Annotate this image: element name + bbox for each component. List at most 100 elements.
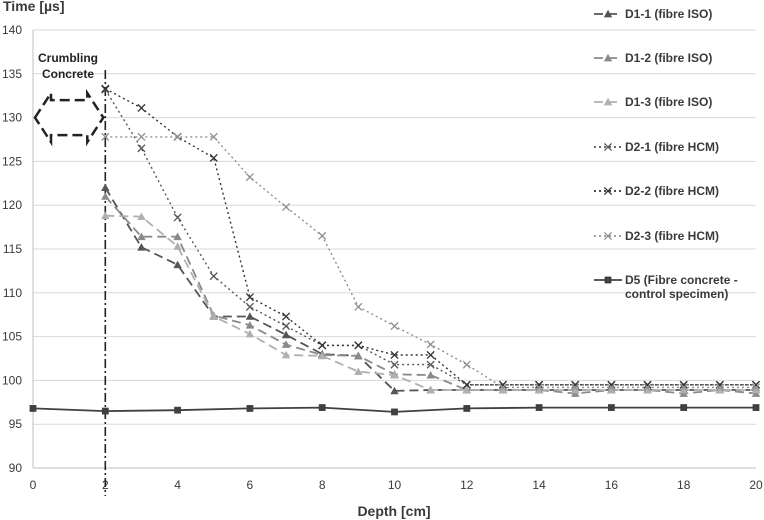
gridlines xyxy=(33,29,756,469)
x-marker xyxy=(245,302,254,311)
x-marker xyxy=(245,293,254,302)
triangle-marker xyxy=(101,192,110,200)
y-tick-label: 90 xyxy=(9,461,23,475)
triangle-marker xyxy=(354,367,363,375)
x-marker xyxy=(426,340,435,349)
triangle-marker xyxy=(281,340,291,348)
square-marker xyxy=(174,406,181,414)
legend-item-2: D1-3 (fibre ISO) xyxy=(594,95,712,109)
triangle-marker xyxy=(101,211,110,220)
x-marker xyxy=(101,84,110,93)
square-marker xyxy=(246,405,254,412)
x-marker xyxy=(498,380,508,389)
triangle-marker xyxy=(137,232,146,241)
y-tick-label: 135 xyxy=(2,67,22,81)
square-marker xyxy=(318,404,326,411)
triangle-marker xyxy=(462,385,471,394)
triangle-marker xyxy=(173,260,182,269)
triangle-marker xyxy=(281,330,291,339)
x-marker xyxy=(245,173,254,182)
square-marker xyxy=(608,404,615,411)
x-marker xyxy=(209,153,218,162)
triangle-marker xyxy=(137,243,146,251)
triangle-marker xyxy=(354,351,363,360)
x-marker xyxy=(535,383,544,392)
triangle-marker xyxy=(715,385,725,394)
x-tick-label: 20 xyxy=(749,478,763,492)
triangle-marker xyxy=(426,370,435,379)
square-marker xyxy=(463,405,471,412)
legend-label: D1-2 (fibre ISO) xyxy=(625,51,712,65)
x-marker xyxy=(643,383,652,392)
y-tick-label: 130 xyxy=(2,111,22,125)
legend-label: D2-2 (fibre HCM) xyxy=(625,184,719,198)
x-marker xyxy=(281,202,291,212)
triangle-marker xyxy=(173,232,182,241)
x-marker xyxy=(603,186,613,196)
x-marker xyxy=(535,380,544,389)
y-tick-label: 100 xyxy=(2,373,22,387)
x-marker xyxy=(173,213,182,222)
x-marker xyxy=(751,383,761,392)
crumbling-annotation: Crumbling Concrete xyxy=(33,51,107,496)
triangle-marker xyxy=(603,97,613,106)
legend-label: D2-3 (fibre HCM) xyxy=(625,229,719,243)
x-marker xyxy=(137,144,146,153)
triangle-marker xyxy=(607,385,616,394)
triangle-marker xyxy=(245,312,255,320)
x-marker xyxy=(498,383,508,392)
series-2 xyxy=(101,211,761,394)
legend-label: D2-1 (fibre HCM) xyxy=(625,140,719,154)
x-tick-label: 10 xyxy=(388,478,402,492)
x-axis-title: Depth [cm] xyxy=(357,503,430,519)
x-marker xyxy=(137,132,146,141)
x-marker xyxy=(462,380,471,389)
legend-item-3: D2-1 (fibre HCM) xyxy=(594,140,719,154)
x-marker xyxy=(643,380,652,389)
y-axis-title: Time [µs] xyxy=(3,0,65,14)
x-marker xyxy=(462,360,471,369)
series-5 xyxy=(101,132,761,392)
triangle-marker xyxy=(751,385,761,394)
triangle-marker xyxy=(390,386,399,395)
triangle-marker xyxy=(245,321,255,329)
square-marker xyxy=(535,404,543,411)
x-tick-label: 14 xyxy=(532,478,546,492)
series-line xyxy=(105,136,756,389)
x-tick-label: 18 xyxy=(677,478,691,492)
x-tick-label: 0 xyxy=(30,478,37,492)
x-marker xyxy=(354,341,363,350)
triangle-marker xyxy=(101,183,110,192)
triangle-marker xyxy=(390,370,399,379)
x-marker xyxy=(173,132,182,141)
triangle-marker xyxy=(603,53,613,62)
triangle-marker xyxy=(137,212,146,220)
x-marker xyxy=(603,142,613,152)
x-marker xyxy=(603,231,613,241)
x-marker xyxy=(137,103,146,113)
triangle-marker xyxy=(281,350,291,359)
square-marker xyxy=(29,405,37,412)
legend-label: D1-3 (fibre ISO) xyxy=(625,95,712,109)
legend-label: D1-1 (fibre ISO) xyxy=(625,7,712,21)
annotation-label-line1: Crumbling xyxy=(38,51,98,65)
legend-item-5: D2-3 (fibre HCM) xyxy=(594,229,719,243)
legend-label: control specimen) xyxy=(625,287,728,301)
legend-item-1: D1-2 (fibre ISO) xyxy=(594,51,712,65)
x-marker xyxy=(715,383,724,392)
triangle-marker xyxy=(209,312,218,320)
y-tick-label: 115 xyxy=(3,242,22,256)
legend-item-4: D2-2 (fibre HCM) xyxy=(594,184,719,198)
x-tick-label: 8 xyxy=(319,478,326,492)
square-marker xyxy=(101,407,109,415)
x-tick-label: 16 xyxy=(605,478,619,492)
y-tick-label: 120 xyxy=(2,198,22,212)
triangle-marker xyxy=(534,385,544,394)
x-marker xyxy=(281,322,291,331)
x-marker xyxy=(607,383,616,392)
legend-item-6: D5 (Fibre concrete -control specimen) xyxy=(594,273,738,301)
triangle-marker xyxy=(679,385,688,394)
y-tick-label: 110 xyxy=(3,286,22,300)
